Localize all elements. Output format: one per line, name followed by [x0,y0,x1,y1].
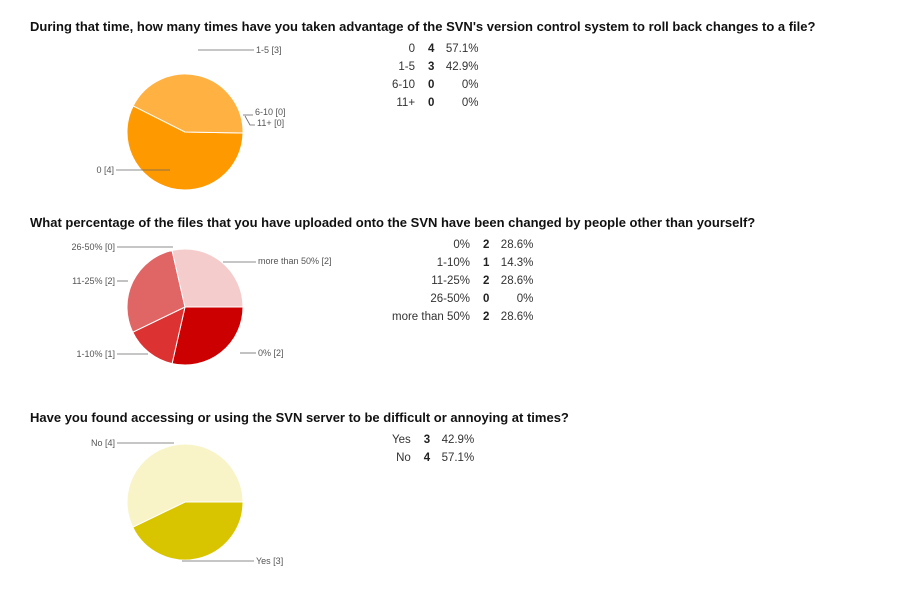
summary-count: 4 [423,452,431,464]
pie-slice-1-5 [132,73,244,134]
summary-category: more than 50% [392,311,470,323]
pie-slice-0 [126,105,244,191]
summary-count: 1 [483,257,490,269]
question-2: What percentage of the files that you ha… [0,215,914,405]
question-3-pie-chart: Yes [3] No [4] [91,438,283,566]
slice-label-0: 0% [2] [258,348,284,358]
summary-category: 1-5 [398,61,416,73]
pie-slice-more-than-50 [171,248,244,308]
summary-count: 0 [483,293,490,305]
summary-percent: 28.6% [500,275,534,287]
slice-label-11: 11+ [0] [257,118,284,128]
summary-row-1-10: 1-10% 1 14.3% [392,256,534,274]
summary-count: 0 [428,79,435,91]
summary-category: 0% [453,239,470,251]
question-3-summary-table: Yes 3 42.9% No 4 57.1% [392,433,474,469]
question-3-title: Have you found accessing or using the SV… [30,410,569,425]
question-1-title: During that time, how many times have yo… [30,19,816,34]
pie-slice-0 [171,306,244,366]
slice-label-more-than-50: more than 50% [2] [258,256,332,266]
slice-label-0: 0 [4] [96,165,114,175]
summary-row-more-than-50: more than 50% 2 28.6% [392,310,533,328]
summary-row-11-25: 11-25% 2 28.6% [392,274,533,292]
summary-category: 1-10% [436,257,470,269]
summary-category: 0 [408,43,416,55]
slice-label-1-5: 1-5 [3] [256,45,282,55]
slice-label-26-50: 26-50% [0] [71,242,115,252]
summary-percent: 42.9% [441,434,475,446]
summary-category: 6-10 [392,79,416,91]
summary-percent: 28.6% [500,239,534,251]
question-2-summary-table: 0% 2 28.6% 1-10% 1 14.3% 11-25% 2 28.6% 26-50% 0 0%… [392,238,533,328]
summary-count: 3 [428,61,435,73]
summary-row-1-5: 1-5 3 42.9% [392,60,478,78]
summary-percent: 57.1% [441,452,475,464]
summary-count: 4 [428,43,435,55]
summary-category: 26-50% [430,293,470,305]
summary-row-0: 0 4 57.1% [392,42,479,60]
summary-percent: 28.6% [500,311,534,323]
summary-row-11: 11+ 0 0% [392,96,478,114]
question-1-summary-table: 0 4 57.1% 1-5 3 42.9% 6-10 0 0% 11+ 0 0% [392,42,478,114]
summary-percent: 0% [461,97,479,109]
question-1: During that time, how many times have yo… [0,19,914,209]
question-2-title: What percentage of the files that you ha… [30,215,756,230]
summary-category: 11+ [396,97,416,109]
summary-count: 3 [423,434,431,446]
pie-slice-1-10 [132,306,186,365]
pie-slice-no [126,443,244,528]
summary-percent: 0% [516,293,534,305]
summary-row-no: No 4 57.1% [392,451,474,469]
slice-label-6-10: 6-10 [0] [255,107,286,117]
summary-percent: 14.3% [500,257,534,269]
slice-label-yes: Yes [3] [256,556,283,566]
question-1-pie-chart: 0 [4] 1-5 [3] 6-10 [0]11+ [0] [96,45,286,191]
summary-count: 2 [483,275,490,287]
question-2-pie-chart: 0% [2] 1-10% [1] 11-25% [2] 26-50% [0] more … [71,242,332,366]
summary-count: 0 [428,97,435,109]
question-3: Have you found accessing or using the SV… [0,410,914,600]
summary-count: 2 [483,239,490,251]
summary-category: Yes [392,434,411,446]
summary-percent: 0% [461,79,479,91]
slice-label-1-10: 1-10% [1] [76,349,115,359]
summary-row-0: 0% 2 28.6% [392,238,533,256]
slice-label-11-25: 11-25% [2] [72,276,115,286]
summary-category: 11-25% [431,275,470,287]
slice-label-no: No [4] [91,438,115,448]
summary-percent: 57.1% [445,43,479,55]
summary-count: 2 [483,311,490,323]
summary-row-yes: Yes 3 42.9% [392,433,474,451]
pie-slice-yes [132,501,244,561]
summary-row-26-50: 26-50% 0 0% [392,292,533,310]
summary-row-6-10: 6-10 0 0% [392,78,478,96]
pie-slice-11-25 [126,249,186,333]
summary-category: No [396,452,411,464]
leader-line-11 [244,115,255,126]
summary-percent: 42.9% [445,61,479,73]
